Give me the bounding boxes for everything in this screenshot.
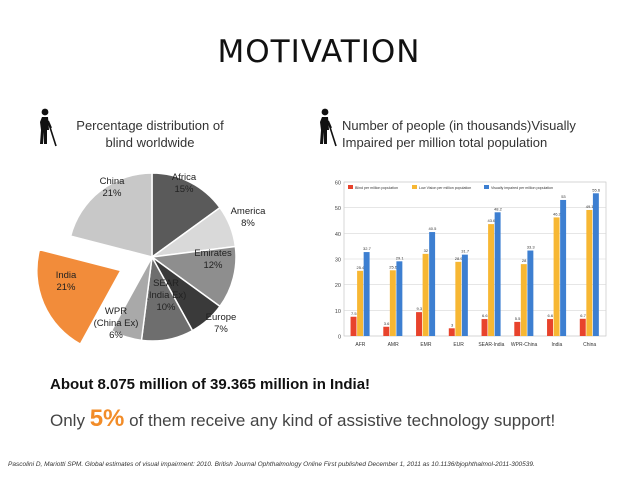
bar-data-label: 3.6 (384, 321, 390, 326)
pie-label-sear: SEAR (India Ex) 10% (146, 278, 187, 313)
bar-data-label: 3 (451, 322, 454, 327)
bar-eur-series-2 (455, 261, 462, 336)
bar-data-label: 28 (522, 258, 527, 263)
bar-amr-series-1 (383, 326, 390, 336)
bar-y-tick-label: 40 (335, 232, 341, 238)
bar-india-series-1 (547, 319, 553, 336)
bar-x-tick-label: EUR (453, 342, 464, 348)
bar-data-label: 5.5 (515, 316, 521, 321)
bar-sear-india-series-3 (494, 212, 501, 336)
bar-legend-label: Visually impaired per million population (491, 186, 553, 190)
pie-label-europe: Europe 7% (206, 312, 237, 335)
bar-legend-swatch (484, 185, 489, 189)
bar-y-tick-label: 60 (335, 181, 341, 187)
only-prefix: Only (50, 411, 90, 430)
blind-person-with-cane-icon (40, 108, 57, 147)
bar-afr-series-1 (350, 316, 357, 336)
bar-emr-series-3 (429, 232, 436, 336)
bar-x-tick-label: AMR (388, 342, 400, 348)
india-statistic: About 8.075 million of 39.365 million in… (50, 376, 371, 393)
bar-y-tick-label: 0 (338, 335, 341, 341)
bar-data-label: 6.6 (548, 313, 554, 318)
bar-emr-series-1 (416, 312, 422, 336)
pie-slice-wpr (110, 256, 153, 342)
bar-india-series-3 (560, 199, 567, 336)
bar-data-label: 7.5 (351, 311, 357, 316)
bar-x-tick-label: WPR-China (511, 342, 538, 348)
bar-x-tick-label: China (583, 342, 596, 348)
bar-y-tick-label: 10 (335, 309, 341, 315)
pie-slice-africa (151, 172, 222, 259)
bar-eur-series-1 (448, 328, 455, 336)
bar-legend-label: Blind per million population (355, 186, 398, 190)
bar-x-tick-label: SEAR-India (478, 342, 504, 348)
bar-data-label: 46.2 (553, 211, 562, 216)
right-caption-line1: Number of people (in thousands)Visually (342, 118, 576, 133)
bar-y-tick-label: 20 (335, 283, 341, 289)
bar-wpr-china-series-3 (527, 250, 534, 336)
bar-legend-swatch (412, 185, 417, 189)
right-caption-line2: Impaired per million total population (342, 135, 548, 150)
left-caption-line2: blind worldwide (105, 135, 195, 150)
bar-y-tick-label: 50 (335, 206, 341, 212)
pie-chart: Africa 15% America 8% Emirates 12% Europe 7% SEA… (36, 172, 267, 346)
bar-data-label: 6.6 (482, 313, 488, 318)
bar-data-label: 53 (561, 194, 566, 199)
bar-data-label: 48.2 (494, 206, 503, 211)
bar-data-label: 32 (424, 248, 429, 253)
bar-data-label: 49.1 (586, 204, 595, 209)
right-caption: Number of people (in thousands)Visually … (342, 117, 602, 151)
bar-data-label: 31.7 (461, 249, 470, 254)
bar-emr-series-2 (422, 253, 429, 336)
bar-legend-label: Low Vision per million population (419, 186, 471, 190)
pie-label-india: India 21% (56, 270, 77, 293)
bar-data-label: 29.1 (396, 255, 405, 260)
bar-data-label: 33.3 (527, 245, 536, 250)
bar-data-label: 25.6 (389, 264, 398, 269)
pie-label-wpr: WPR (China Ex) 6% (94, 306, 139, 341)
pie-label-america: America 8% (231, 206, 267, 229)
page-title: MOTIVATION (217, 34, 421, 70)
bar-china-series-1 (579, 318, 586, 336)
assistive-support-statement: Only 5% of them receive any kind of assi… (50, 405, 555, 433)
bar-amr-series-3 (396, 261, 403, 336)
only-suffix: of them receive any kind of assistive te… (124, 411, 556, 430)
pie-slice-india (36, 248, 122, 346)
bar-amr-series-2 (389, 270, 396, 336)
bar-data-label: 32.7 (363, 246, 372, 251)
pie-slice-emirates (150, 245, 237, 308)
citation: Pascolini D, Mariotti SPM. Global estima… (8, 461, 535, 468)
bar-sear-india-series-1 (481, 319, 488, 336)
pie-label-africa: Africa 15% (172, 172, 197, 195)
bar-data-label: 9.3 (417, 306, 423, 311)
bar-wpr-china-series-1 (514, 321, 521, 336)
bar-china-series-3 (592, 193, 599, 336)
pie-label-emirates: Emirates 12% (194, 248, 232, 271)
blind-person-with-cane-icon (320, 108, 337, 147)
bar-data-label: 43.6 (487, 218, 496, 223)
bar-x-tick-label: AFR (355, 342, 365, 348)
bar-afr-series-2 (357, 270, 364, 336)
left-caption: Percentage distribution of blind worldwi… (60, 117, 240, 151)
support-percentage: 5% (89, 405, 125, 432)
pie-slice-china (69, 172, 153, 258)
bar-legend-swatch (348, 185, 353, 189)
bar-china-series-2 (586, 209, 593, 336)
bar-india-series-2 (553, 217, 560, 336)
bar-chart: 0 10 20 30 40 50 60 Blind per million populatio… (335, 181, 607, 348)
left-caption-line1: Percentage distribution of (76, 118, 224, 133)
bar-eur-series-3 (461, 254, 468, 336)
bar-data-label: 28.9 (455, 256, 464, 261)
bar-wpr-china-series-2 (520, 264, 527, 336)
bar-x-tick-label: India (551, 342, 562, 348)
bar-sear-india-series-2 (488, 224, 495, 336)
bar-data-label: 6.7 (580, 313, 586, 318)
bar-data-label: 25.4 (356, 265, 365, 270)
bar-afr-series-3 (363, 252, 370, 336)
bar-x-tick-label: EMR (420, 342, 432, 348)
bar-data-label: 40.5 (429, 226, 438, 231)
pie-label-china: China 21% (100, 176, 126, 199)
bar-y-tick-label: 30 (335, 258, 341, 264)
bar-data-label: 55.6 (592, 187, 601, 192)
